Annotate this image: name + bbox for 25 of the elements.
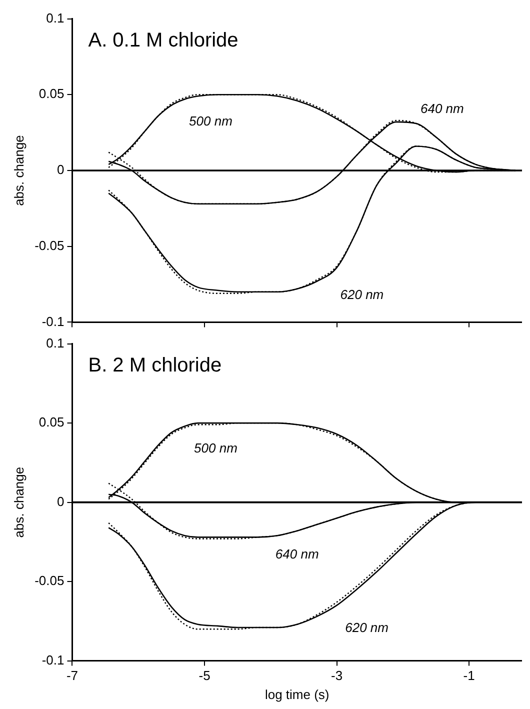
y-axis-title: abs. change — [11, 135, 26, 206]
y-tick-label: 0.1 — [46, 10, 64, 26]
series-label: 500 nm — [189, 113, 233, 128]
y-tick-label: -0.05 — [34, 573, 64, 588]
y-tick-label: 0 — [56, 494, 64, 509]
series-label: 620 nm — [340, 286, 384, 302]
x-tick-label: -7 — [66, 668, 78, 684]
y-tick-label: -0.1 — [42, 314, 64, 329]
text: B. 2 M chloride — [88, 354, 222, 376]
y-tick-label: 0.05 — [38, 414, 64, 430]
series-label: 640 nm — [420, 101, 464, 116]
y-tick-label: 0.05 — [38, 86, 64, 102]
y-tick-label: -0.05 — [34, 238, 64, 253]
y-tick-label: 0 — [56, 162, 64, 178]
series-label: 620 nm — [345, 620, 389, 635]
series-label: 500 nm — [194, 440, 238, 456]
series-label: 640 nm — [275, 546, 319, 562]
text: A. 0.1 M chloride — [88, 29, 238, 52]
y-axis-title: abs. change — [11, 466, 26, 538]
x-tick-label: -1 — [463, 668, 475, 684]
y-tick-label: 0.1 — [46, 335, 64, 350]
y-tick-label: -0.1 — [42, 652, 64, 668]
x-tick-label: -5 — [198, 668, 210, 684]
x-axis-title: log time (s) — [264, 686, 330, 702]
x-tick-label: -3 — [331, 668, 343, 684]
